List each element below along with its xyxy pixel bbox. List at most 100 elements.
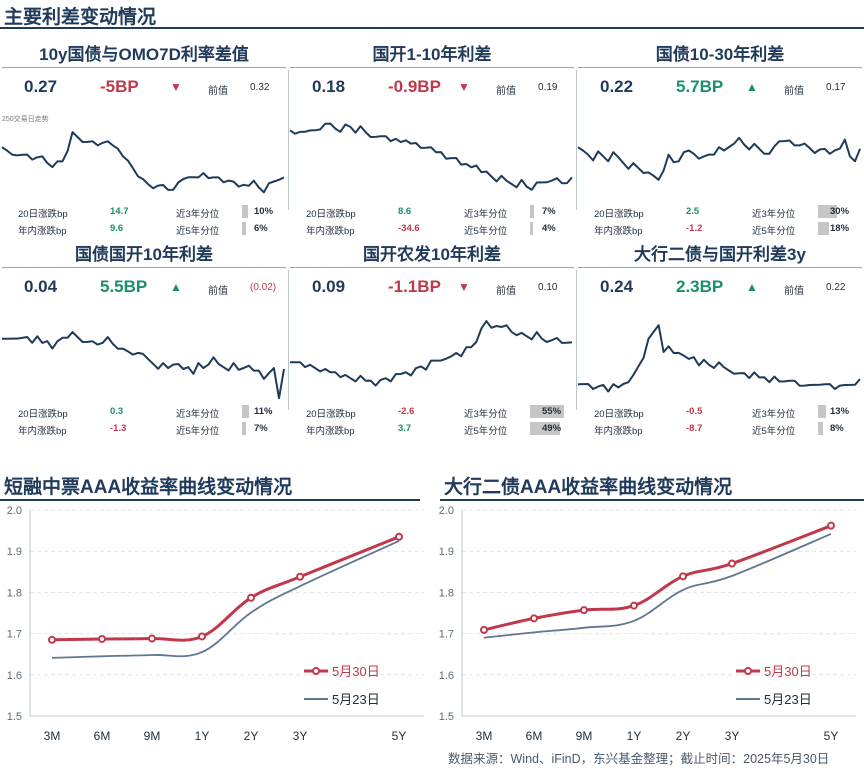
current-value: 0.24: [600, 277, 634, 296]
percentile-bar: [530, 422, 561, 435]
data-point: [148, 634, 156, 643]
panel-title: 国开农发10年利差: [363, 245, 501, 264]
percentile-value: 30%: [830, 206, 850, 217]
sparkline: [289, 320, 573, 387]
previous-label: 前值: [208, 286, 228, 297]
spread-panel: 国开1-10年利差 0.18 -0.9BP ▼ 前值 0.19 20日涨跌bp 8.6 近3年分…: [288, 40, 576, 237]
percentile-label: 近5年分位: [464, 426, 508, 437]
percentile-bar: [242, 405, 249, 418]
y-tick-label: 1.8: [7, 587, 22, 599]
sparkline: [1, 131, 285, 194]
y-tick-label: 1.5: [439, 711, 454, 723]
current-value: 0.04: [24, 277, 58, 296]
x-tick-label: 2Y: [676, 729, 691, 743]
panel-title: 大行二债与国开利差3y: [634, 245, 806, 264]
legend-label-new: 5月30日: [764, 664, 812, 679]
page-title: 主要利差变动情况: [4, 7, 157, 28]
stat-value: -2.6: [398, 406, 415, 417]
percentile-value: 4%: [542, 223, 556, 234]
trend-note: 250交易日走势: [2, 116, 49, 123]
title-underline: [0, 27, 864, 29]
legend-label-old: 5月23日: [764, 692, 812, 707]
sparkline-path: [289, 320, 573, 387]
change-value: 5.7BP: [676, 77, 724, 96]
previous-value: 0.10: [538, 282, 558, 293]
left-yield-curve-chart: 1.5 1.6 1.7 1.8 1.9 2.0 3M 6M 9M 1Y 2Y 3Y 5Y 5月30日 5月2…: [7, 505, 424, 743]
stat-label: 年内涨跌bp: [306, 226, 355, 237]
previous-label: 前值: [784, 86, 804, 97]
legend-label-new: 5月30日: [332, 664, 380, 679]
stat-label: 20日涨跌bp: [594, 409, 644, 420]
panel-title: 国债10-30年利差: [655, 45, 785, 64]
current-value: 0.22: [600, 77, 634, 96]
series-line: [51, 540, 400, 659]
percentile-label: 近3年分位: [464, 409, 508, 420]
spread-panel: 国开农发10年利差 0.09 -1.1BP ▼ 前值 0.10 20日涨跌bp -2.6 近3年…: [288, 240, 576, 437]
legend-label-old: 5月23日: [332, 692, 380, 707]
stat-value: -0.5: [686, 406, 703, 417]
stat-label: 20日涨跌bp: [18, 409, 68, 420]
spread-panel: 国债10-30年利差 0.22 5.7BP ▲ 前值 0.17 20日涨跌bp 2.5 近3年分…: [576, 40, 864, 237]
percentile-value: 55%: [542, 406, 562, 417]
percentile-bar: [530, 222, 533, 235]
stat-label: 年内涨跌bp: [594, 226, 643, 237]
percentile-label: 近5年分位: [752, 226, 796, 237]
percentile-bar: [242, 205, 249, 218]
percentile-label: 近3年分位: [464, 209, 508, 220]
percentile-label: 近5年分位: [752, 426, 796, 437]
series-line: [51, 535, 400, 642]
percentile-bar: [530, 205, 535, 218]
stat-label: 20日涨跌bp: [18, 209, 68, 220]
sparkline-path: [1, 331, 285, 400]
data-point: [530, 614, 538, 623]
stat-label: 年内涨跌bp: [594, 426, 643, 437]
previous-value: 0.19: [538, 82, 558, 93]
legend-marker-new: [744, 667, 752, 675]
panel-title-rule: [2, 267, 286, 268]
panel-divider: [576, 270, 577, 410]
up-triangle-icon: ▲: [746, 280, 758, 294]
percentile-value: 8%: [830, 423, 844, 434]
x-tick-label: 1Y: [627, 729, 642, 743]
data-point: [728, 559, 736, 568]
sparkline-path: [289, 122, 573, 191]
x-tick-label: 2Y: [244, 729, 259, 743]
panel-divider: [288, 270, 289, 410]
change-value: 5.5BP: [100, 277, 148, 296]
percentile-label: 近5年分位: [176, 426, 220, 437]
stat-label: 年内涨跌bp: [306, 426, 355, 437]
data-source-note: 数据来源：Wind、iFinD，东兴基金整理；截止时间：2025年5月30日: [448, 752, 830, 766]
stat-value: 3.7: [398, 423, 412, 434]
percentile-value: 18%: [830, 223, 850, 234]
percentile-label: 近5年分位: [464, 226, 508, 237]
left-chart-underline: [0, 499, 420, 501]
previous-label: 前值: [784, 286, 804, 297]
stat-value: -34.6: [398, 223, 420, 234]
y-tick-label: 1.8: [439, 587, 454, 599]
data-point: [395, 532, 403, 541]
change-value: -5BP: [100, 77, 139, 96]
y-tick-label: 1.7: [7, 629, 22, 641]
previous-label: 前值: [208, 86, 228, 97]
down-triangle-icon: ▼: [170, 80, 182, 94]
x-tick-label: 3Y: [725, 729, 740, 743]
panel-title-rule: [2, 67, 286, 68]
percentile-bar: [818, 405, 827, 418]
panel-title-rule: [290, 267, 574, 268]
down-triangle-icon: ▼: [458, 280, 470, 294]
stat-value: -1.3: [110, 423, 127, 434]
current-value: 0.09: [312, 277, 346, 296]
change-value: -1.1BP: [388, 277, 441, 296]
previous-value: 0.22: [826, 282, 846, 293]
previous-value: (0.02): [250, 282, 277, 293]
stat-value: 14.7: [110, 206, 129, 217]
y-tick-label: 1.5: [7, 711, 22, 723]
x-tick-label: 1Y: [195, 729, 210, 743]
x-tick-label: 6M: [94, 729, 111, 743]
percentile-label: 近3年分位: [176, 209, 220, 220]
percentile-bar: [818, 205, 837, 218]
previous-label: 前值: [496, 86, 516, 97]
y-tick-label: 1.6: [7, 670, 22, 682]
x-tick-label: 9M: [144, 729, 161, 743]
right-chart-title: 大行二债AAA收益率曲线变动情况: [444, 477, 733, 498]
